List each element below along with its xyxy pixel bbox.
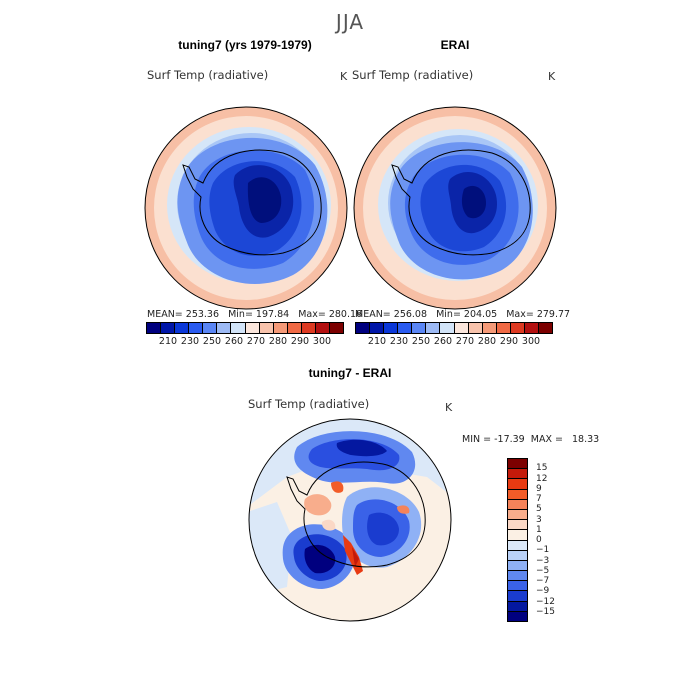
colorbar-swatch [508, 509, 527, 521]
right-colorbar-ticks: 210 230 250 260 270 280 290 300 [355, 336, 553, 350]
colorbar-tick-label: 3 [536, 514, 542, 525]
colorbar-tick-label: 260 [433, 336, 453, 347]
colorbar-swatch [508, 571, 527, 582]
diff-colorbar [507, 458, 528, 622]
colorbar-swatch [508, 479, 527, 490]
left-stats: MEAN= 253.36 Min= 197.84 Max= 280.16 [147, 309, 363, 320]
colorbar-swatch [508, 560, 527, 572]
left-panel-title: tuning7 (yrs 1979-1979) [178, 38, 312, 52]
colorbar-tick-label: 5 [536, 504, 542, 515]
colorbar-tick-label: 290 [499, 336, 519, 347]
colorbar-swatch [203, 323, 218, 333]
right-units-label: K [548, 70, 556, 83]
colorbar-tick-label: 7 [536, 494, 542, 504]
colorbar-tick-label: 270 [246, 336, 266, 347]
diff-panel-title: tuning7 - ERAI [308, 366, 392, 380]
colorbar-swatch [231, 323, 246, 333]
colorbar-swatch [510, 323, 525, 333]
diff-variable-label: Surf Temp (radiative) [248, 397, 370, 411]
right-polar-map [353, 106, 557, 310]
colorbar-swatch [189, 323, 204, 333]
colorbar-swatch [508, 499, 527, 510]
colorbar-swatch [426, 323, 441, 333]
colorbar-tick-label: −5 [536, 565, 550, 576]
colorbar-swatch [508, 540, 527, 551]
colorbar-tick-label: −9 [536, 586, 550, 597]
colorbar-tick-label: 300 [521, 336, 541, 347]
colorbar-tick-label: 250 [202, 336, 222, 347]
colorbar-swatch [175, 323, 190, 333]
colorbar-swatch [454, 323, 469, 333]
right-colorbar [355, 322, 553, 334]
left-units-label: K [340, 70, 348, 83]
colorbar-swatch [508, 581, 527, 592]
colorbar-swatch [482, 323, 497, 333]
colorbar-swatch [508, 611, 527, 621]
colorbar-swatch [384, 323, 399, 333]
colorbar-swatch [301, 323, 316, 333]
colorbar-tick-label: 280 [268, 336, 288, 347]
colorbar-swatch [245, 323, 260, 333]
colorbar-swatch [330, 323, 344, 333]
colorbar-swatch [468, 323, 483, 333]
diff-units-label: K [445, 401, 453, 414]
colorbar-tick-label: 250 [411, 336, 431, 347]
diff-colorbar-ticks: 15 12 9 7 5 3 1 0 −1 −3 −5 −7 −9 −12 −15 [536, 458, 576, 622]
colorbar-tick-label: 230 [389, 336, 409, 347]
colorbar-tick-label: −15 [536, 606, 555, 617]
diff-polar-map [248, 418, 452, 622]
colorbar-swatch [508, 530, 527, 541]
diff-stats: MIN = -17.39 MAX = 18.33 [462, 434, 600, 445]
colorbar-swatch [508, 550, 527, 561]
colorbar-tick-label: 0 [536, 535, 542, 545]
colorbar-tick-label: −12 [536, 596, 555, 607]
colorbar-tick-label: 280 [477, 336, 497, 347]
colorbar-swatch [161, 323, 176, 333]
colorbar-tick-label: 290 [290, 336, 310, 347]
colorbar-swatch [370, 323, 385, 333]
colorbar-tick-label: 300 [312, 336, 332, 347]
colorbar-swatch [273, 323, 288, 333]
colorbar-tick-label: −1 [536, 545, 550, 556]
colorbar-swatch [147, 323, 162, 333]
colorbar-tick-label: 260 [224, 336, 244, 347]
colorbar-swatch [508, 601, 527, 612]
left-polar-map [144, 106, 348, 310]
colorbar-swatch [259, 323, 274, 333]
colorbar-swatch [398, 323, 413, 333]
left-colorbar [146, 322, 344, 334]
colorbar-tick-label: 1 [536, 524, 542, 535]
right-variable-label: Surf Temp (radiative) [352, 68, 474, 82]
colorbar-swatch [356, 323, 371, 333]
colorbar-tick-label: 210 [158, 336, 178, 347]
right-panel-title: ERAI [440, 38, 470, 52]
season-title: JJA [335, 10, 365, 34]
colorbar-tick-label: 12 [536, 473, 548, 484]
colorbar-swatch [496, 323, 511, 333]
left-colorbar-ticks: 210 230 250 260 270 280 290 300 [146, 336, 344, 350]
colorbar-swatch [524, 323, 540, 333]
colorbar-tick-label: 270 [455, 336, 475, 347]
colorbar-tick-label: 15 [536, 463, 548, 474]
colorbar-swatch [287, 323, 302, 333]
colorbar-swatch [508, 469, 527, 480]
colorbar-swatch [508, 459, 527, 470]
colorbar-tick-label: 230 [180, 336, 200, 347]
colorbar-swatch [508, 591, 527, 602]
colorbar-tick-label: 210 [367, 336, 387, 347]
colorbar-tick-label: 9 [536, 483, 542, 494]
colorbar-swatch [508, 520, 527, 531]
colorbar-swatch [508, 489, 527, 500]
colorbar-tick-label: −3 [536, 555, 550, 566]
colorbar-swatch [315, 323, 331, 333]
colorbar-swatch [217, 323, 232, 333]
colorbar-swatch [412, 323, 427, 333]
colorbar-swatch [539, 323, 553, 333]
right-stats: MEAN= 256.08 Min= 204.05 Max= 279.77 [355, 309, 571, 320]
left-variable-label: Surf Temp (radiative) [147, 68, 269, 82]
colorbar-swatch [440, 323, 455, 333]
colorbar-tick-label: −7 [536, 576, 550, 586]
